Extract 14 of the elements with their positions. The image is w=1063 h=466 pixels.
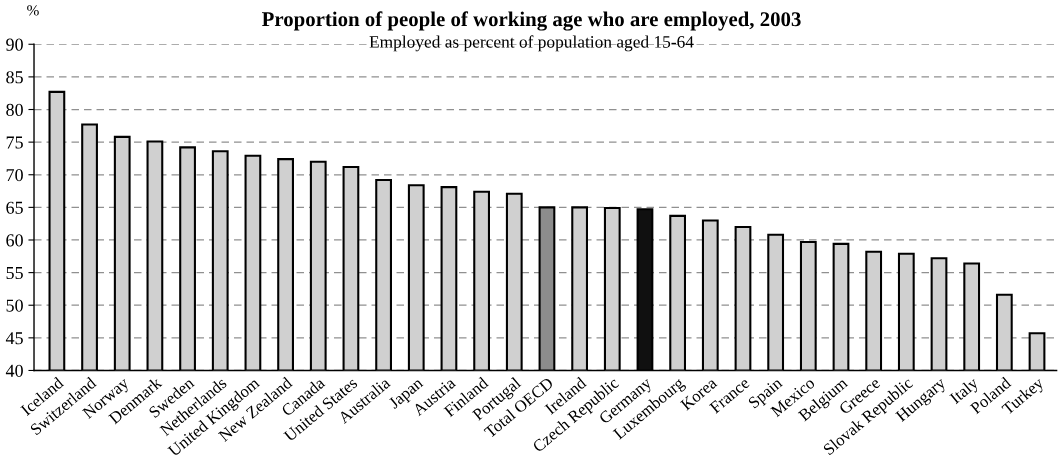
chart-title: Proportion of people of working age who are employed, 2003 bbox=[261, 11, 801, 31]
y-tick-label: 45 bbox=[5, 332, 23, 345]
chart-subtitle: Employed as percent of population aged 15-64 bbox=[369, 35, 694, 52]
y-tick-label: 65 bbox=[6, 201, 23, 214]
y-tick-label: 80 bbox=[6, 103, 23, 116]
y-tick-label: 70 bbox=[6, 169, 23, 182]
y-tick-label: 50 bbox=[6, 299, 23, 312]
y-tick-label: 90 bbox=[6, 38, 23, 51]
y-tick-label: 55 bbox=[6, 267, 23, 280]
y-tick-label: 60 bbox=[6, 234, 23, 247]
y-tick-label: 85 bbox=[6, 71, 23, 84]
y-tick-label: 40 bbox=[5, 364, 23, 377]
y-axis-title: % bbox=[27, 5, 39, 16]
y-tick-label: 75 bbox=[6, 136, 23, 149]
